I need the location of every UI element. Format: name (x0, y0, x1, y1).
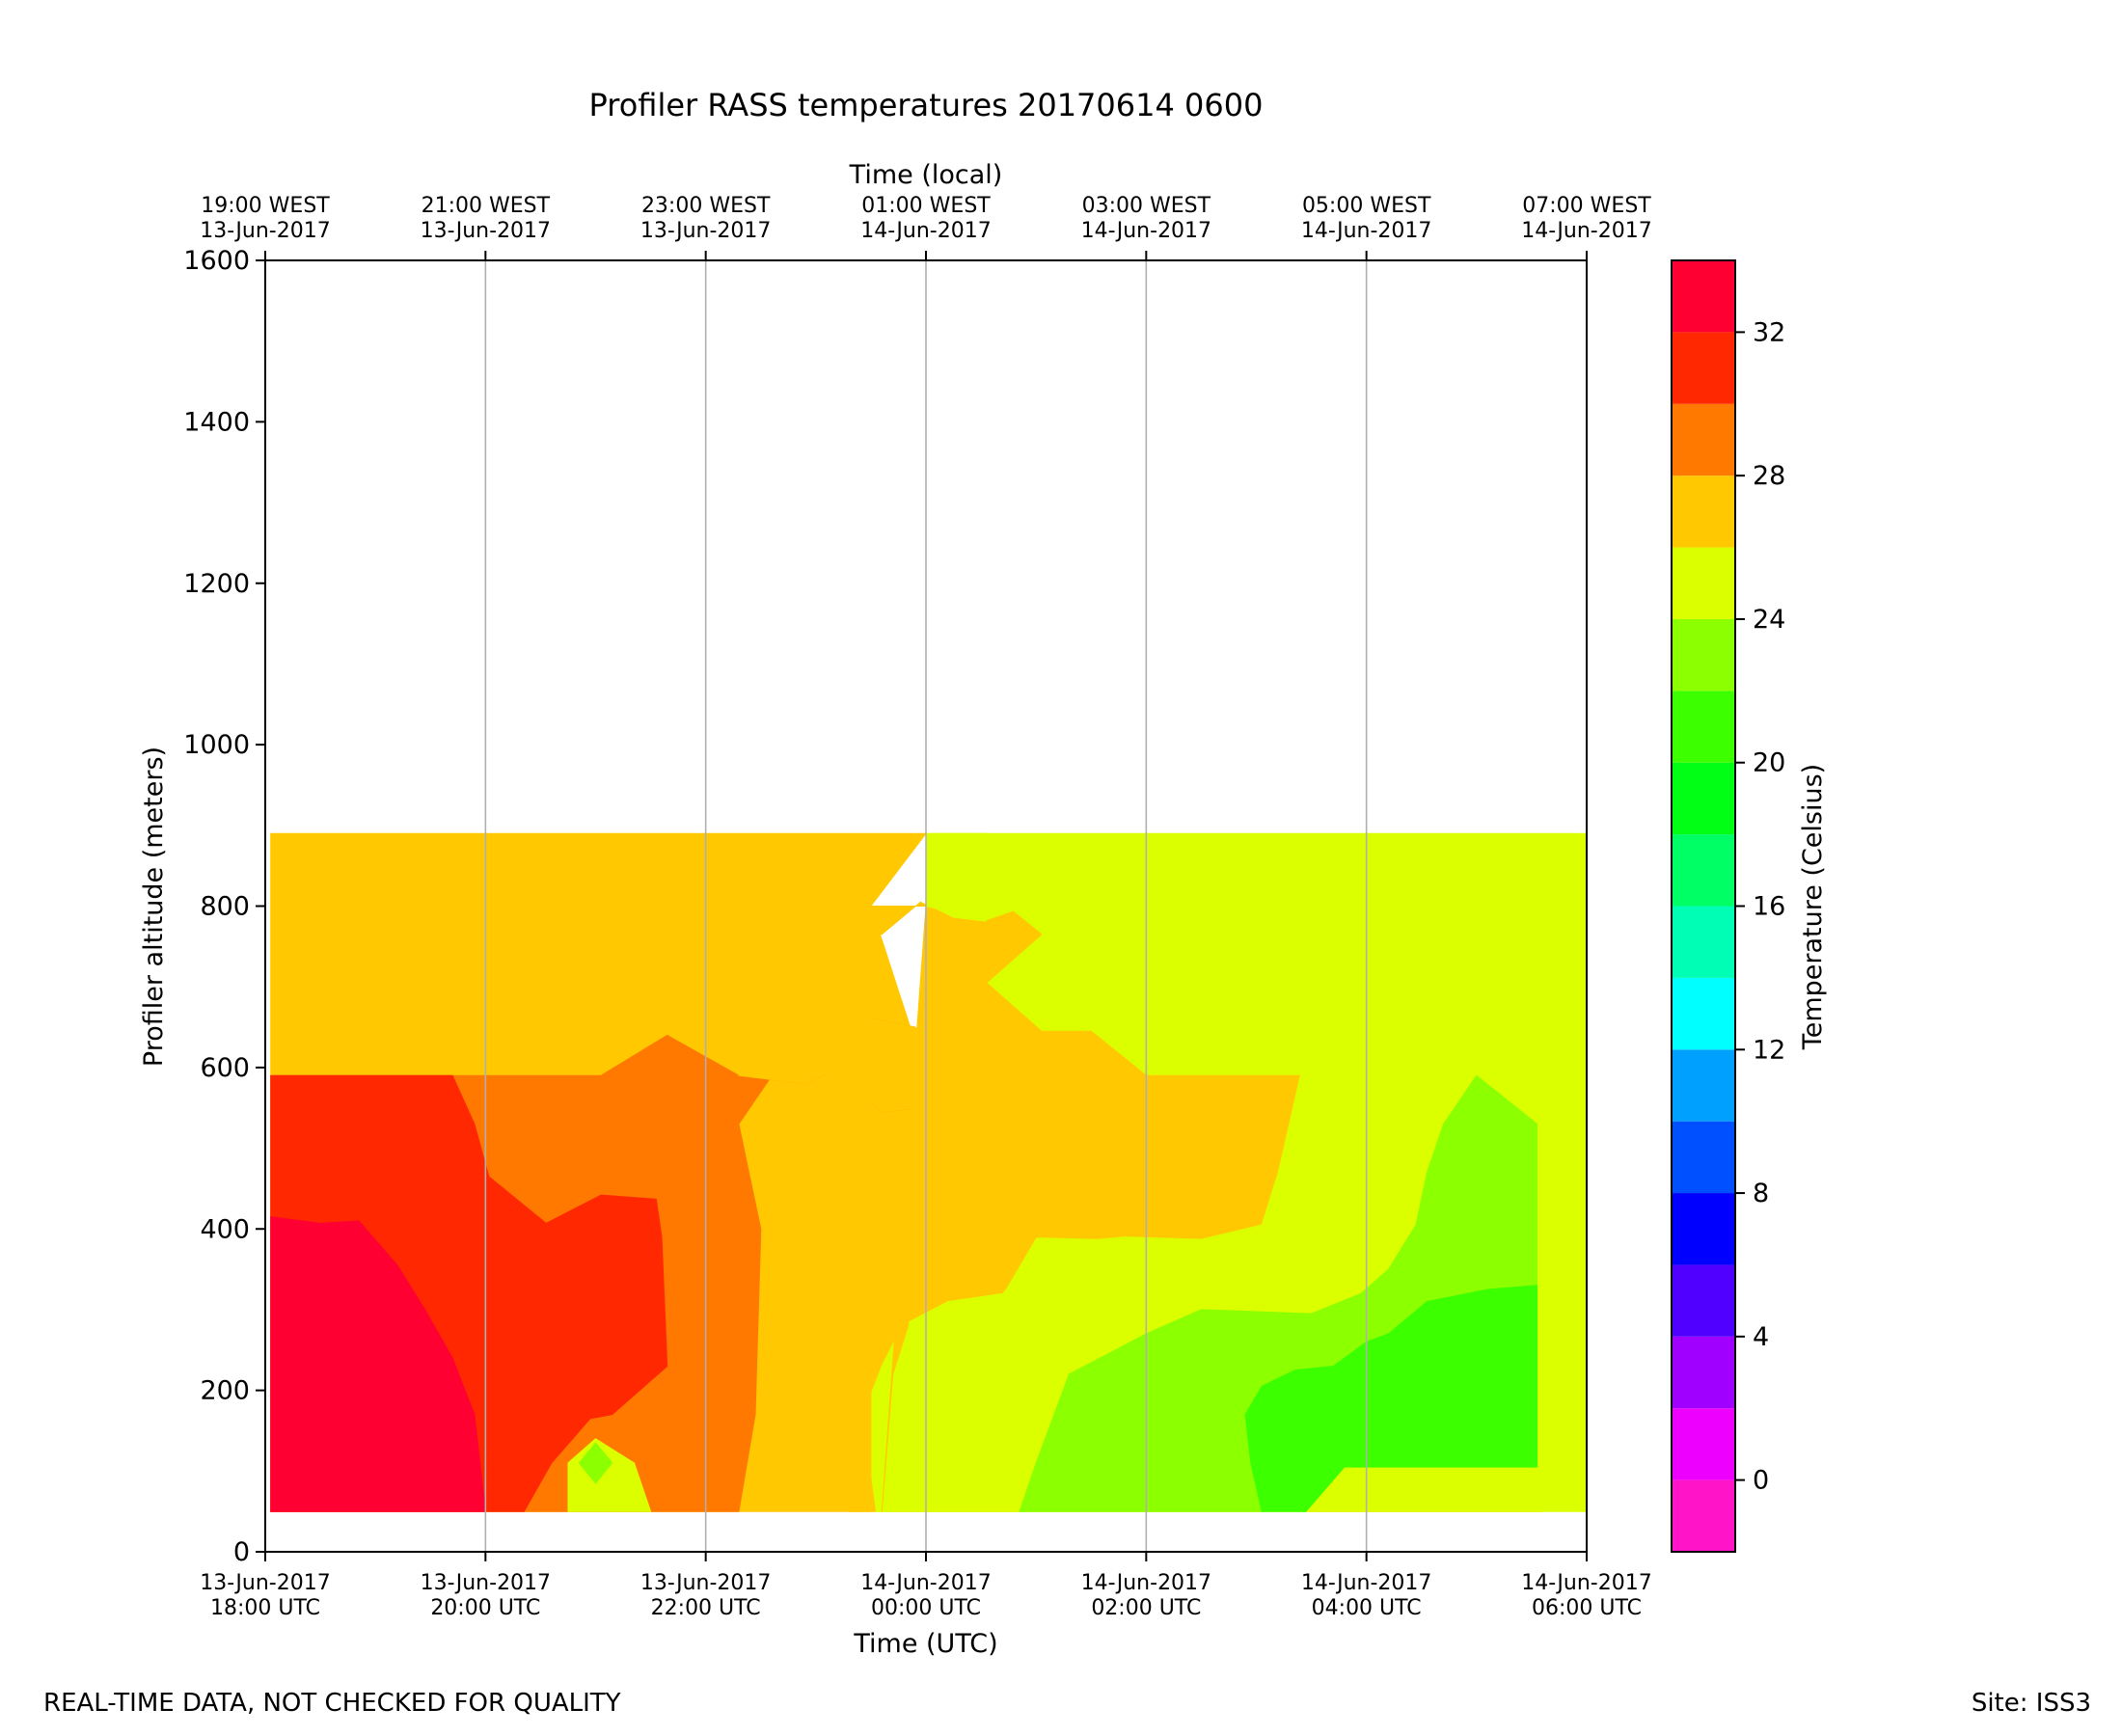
colorbar-swatch-13 (1672, 547, 1735, 619)
colorbar-swatch-3 (1672, 1264, 1735, 1337)
colorbar-tick-label-2: 8 (1753, 1179, 1769, 1208)
x2-tick-label-date-3: 14-Jun-2017 (860, 219, 991, 243)
colorbar-swatch-9 (1672, 834, 1735, 907)
y-tick-label-2: 400 (200, 1214, 250, 1244)
x2-tick-label-date-0: 13-Jun-2017 (200, 219, 330, 243)
x2-tick-label-time-0: 19:00 WEST (201, 194, 330, 218)
colorbar-swatch-11 (1672, 691, 1735, 763)
x2-tick-label-date-2: 13-Jun-2017 (640, 219, 771, 243)
colorbar-swatch-10 (1672, 762, 1735, 835)
x-tick-label-date-5: 14-Jun-2017 (1301, 1571, 1431, 1595)
colorbar-tick-label-1: 4 (1753, 1322, 1769, 1352)
x-tick-label-time-0: 18:00 UTC (210, 1596, 320, 1620)
x2-tick-label-time-6: 07:00 WEST (1522, 194, 1651, 218)
x2-tick-label-time-1: 21:00 WEST (422, 194, 551, 218)
colorbar-tick-label-7: 28 (1753, 461, 1785, 491)
colorbar (1672, 260, 1735, 1552)
y-tick-label-7: 1400 (183, 407, 250, 437)
x2-tick-label-date-6: 14-Jun-2017 (1521, 219, 1651, 243)
x-tick-label-date-2: 13-Jun-2017 (640, 1571, 771, 1595)
colorbar-label: Temperature (Celsius) (1798, 764, 1828, 1050)
colorbar-swatch-12 (1672, 618, 1735, 692)
colorbar-tick-label-4: 16 (1753, 892, 1785, 922)
colorbar-swatch-14 (1672, 475, 1735, 548)
x2-tick-label-time-2: 23:00 WEST (641, 194, 771, 218)
x-axis-label: Time (UTC) (853, 1629, 997, 1659)
colorbar-tick-label-5: 20 (1753, 748, 1785, 778)
colorbar-axis: 0 4 8 12 16 20 24 28 32 (1735, 317, 1785, 1496)
colorbar-tick-label-6: 24 (1753, 605, 1785, 635)
x-tick-label-date-6: 14-Jun-2017 (1521, 1571, 1651, 1595)
x2-tick-label-time-3: 01:00 WEST (861, 194, 991, 218)
colorbar-swatch-2 (1672, 1336, 1735, 1409)
contour-region-22-24-5 (578, 1442, 613, 1484)
colorbar-swatch-8 (1672, 906, 1735, 978)
colorbar-tick-label-8: 32 (1753, 317, 1785, 347)
colorbar-swatch-0 (1672, 1479, 1735, 1552)
top-axis-label: Time (local) (849, 160, 1003, 190)
x-tick-label-time-5: 04:00 UTC (1312, 1596, 1422, 1620)
colorbar-swatch-15 (1672, 403, 1735, 476)
chart-title: Profiler RASS temperatures 20170614 0600 (589, 87, 1264, 123)
colorbar-swatch-1 (1672, 1408, 1735, 1480)
colorbar-swatch-16 (1672, 332, 1735, 404)
y-axis-label: Profiler altitude (meters) (139, 746, 169, 1067)
colorbar-tick-label-0: 0 (1753, 1466, 1769, 1496)
x2-tick-label-time-4: 03:00 WEST (1082, 194, 1211, 218)
colorbar-swatch-5 (1672, 1121, 1735, 1194)
y-tick-label-3: 600 (200, 1053, 250, 1083)
y-tick-label-0: 0 (233, 1537, 250, 1567)
left-axis: 0 200 400 600 800 1000 1200 1400 1600 (183, 246, 265, 1567)
colorbar-swatch-4 (1672, 1193, 1735, 1265)
contour-region-32-34-3 (270, 1216, 486, 1512)
x2-tick-label-date-4: 14-Jun-2017 (1081, 219, 1211, 243)
colorbar-swatch-6 (1672, 1049, 1735, 1122)
contour-layer (270, 832, 1587, 1512)
y-tick-label-5: 1000 (183, 730, 250, 760)
x-tick-label-date-0: 13-Jun-2017 (200, 1571, 330, 1595)
footer-site: Site: ISS3 (1972, 1689, 2091, 1718)
contour-region-20-22-11 (1244, 1285, 1538, 1512)
x2-tick-label-date-5: 14-Jun-2017 (1301, 219, 1431, 243)
y-tick-label-6: 1200 (183, 569, 250, 599)
x2-tick-label-date-1: 13-Jun-2017 (421, 219, 551, 243)
colorbar-swatch-7 (1672, 977, 1735, 1050)
x-tick-label-date-3: 14-Jun-2017 (860, 1571, 991, 1595)
x-tick-label-time-4: 02:00 UTC (1091, 1596, 1201, 1620)
x-tick-label-time-3: 00:00 UTC (871, 1596, 981, 1620)
x-tick-label-time-1: 20:00 UTC (430, 1596, 540, 1620)
y-tick-label-1: 200 (200, 1376, 250, 1406)
y-tick-label-8: 1600 (183, 246, 250, 276)
x-tick-label-time-2: 22:00 UTC (651, 1596, 761, 1620)
contour-region-24-26-8 (925, 832, 1016, 921)
x-tick-label-date-1: 13-Jun-2017 (421, 1571, 551, 1595)
x-tick-label-date-4: 14-Jun-2017 (1081, 1571, 1211, 1595)
footer-quality-note: REAL-TIME DATA, NOT CHECKED FOR QUALITY (43, 1689, 621, 1718)
x-tick-label-time-6: 06:00 UTC (1532, 1596, 1642, 1620)
vertical-gridlines (484, 260, 1368, 1552)
colorbar-tick-label-3: 12 (1753, 1035, 1785, 1065)
x2-tick-label-time-5: 05:00 WEST (1302, 194, 1431, 218)
colorbar-swatch-17 (1672, 260, 1735, 333)
y-tick-label-4: 800 (200, 892, 250, 922)
